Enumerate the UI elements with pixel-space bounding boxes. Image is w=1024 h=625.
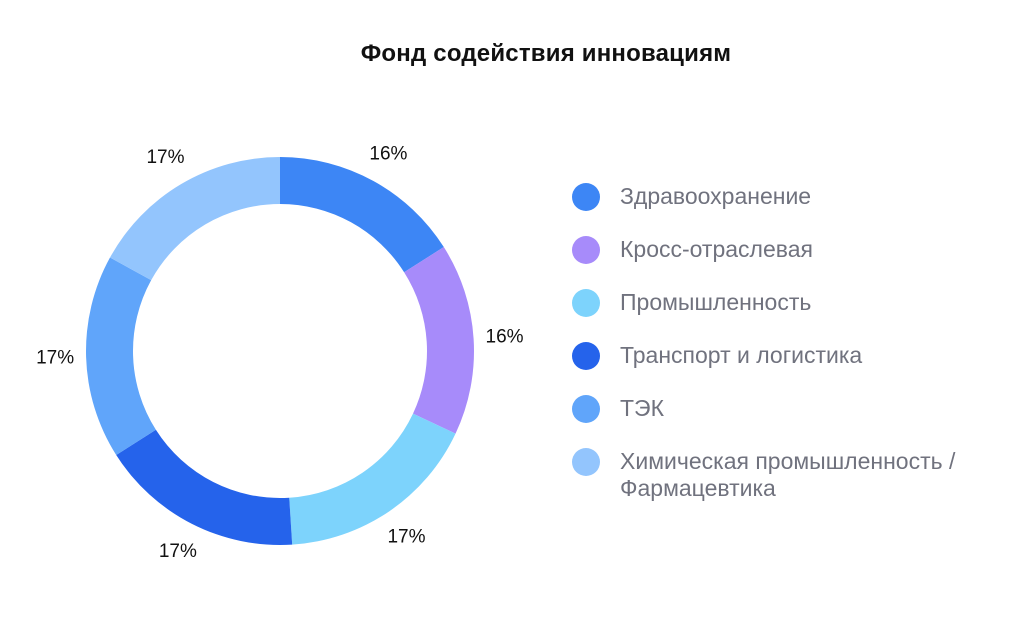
legend-swatch	[572, 342, 600, 370]
chart-title: Фонд содействия инновациям	[360, 40, 732, 67]
legend-item: Кросс-отраслевая	[572, 233, 1012, 265]
slice-label-5: 17%	[36, 348, 74, 369]
legend-label: Промышленность	[620, 289, 812, 315]
legend-swatch	[572, 236, 600, 264]
slice-label-2: 16%	[486, 326, 524, 347]
legend-label: ТЭК	[620, 395, 664, 421]
legend-swatch	[572, 395, 600, 423]
slice-label-1: 16%	[369, 143, 407, 164]
donut-chart: 16% 16% 17% 17% 17% 17%	[36, 143, 524, 562]
legend-item: Здравоохранение	[572, 180, 1012, 212]
legend-swatch	[572, 183, 600, 211]
slice-label-6: 17%	[146, 147, 184, 168]
legend-item: ТЭК	[572, 392, 1012, 424]
legend-label: Химическая промышленность / Фармацевтика	[620, 448, 956, 501]
slice-label-3: 17%	[387, 527, 425, 548]
legend-item: Промышленность	[572, 286, 1012, 318]
donut-slice-3	[289, 413, 456, 545]
legend-item: Транспорт и логистика	[572, 339, 1012, 371]
legend-swatch	[572, 448, 600, 476]
donut-slice-2	[404, 247, 474, 434]
legend-label: Кросс-отраслевая	[620, 236, 813, 262]
donut-slice-6	[109, 157, 280, 281]
legend-swatch	[572, 289, 600, 317]
donut-slice-1	[280, 157, 444, 273]
chart-legend: Здравоохранение Кросс-отраслевая Промышлен…	[572, 180, 1012, 523]
slice-label-4: 17%	[159, 541, 197, 562]
legend-label: Транспорт и логистика	[620, 342, 863, 368]
legend-label: Здравоохранение	[620, 183, 812, 209]
donut-slice-5	[85, 257, 156, 455]
legend-item: Химическая промышленность / Фармацевтика	[572, 445, 1012, 502]
donut-slice-4	[116, 429, 293, 545]
